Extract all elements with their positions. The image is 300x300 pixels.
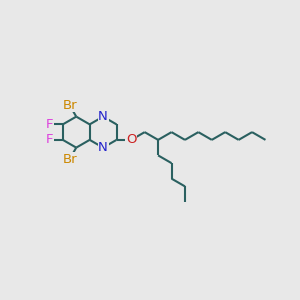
Text: N: N	[98, 141, 108, 154]
Text: O: O	[126, 134, 136, 146]
Text: Br: Br	[62, 99, 77, 112]
Text: Br: Br	[62, 152, 77, 166]
Text: F: F	[46, 118, 53, 131]
Text: N: N	[98, 110, 108, 123]
Text: F: F	[46, 134, 53, 146]
